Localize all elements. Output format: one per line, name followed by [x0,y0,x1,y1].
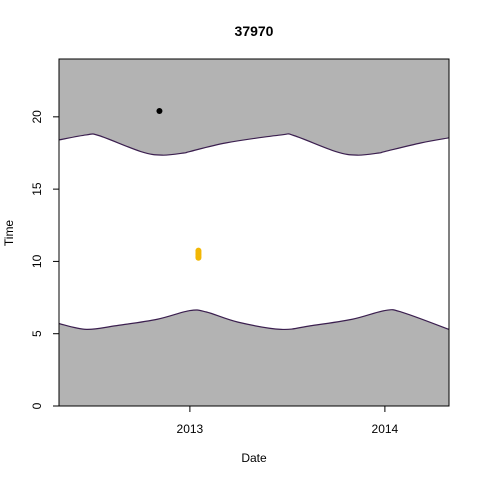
x-tick-label: 2013 [177,422,204,436]
x-tick-label: 2014 [372,422,399,436]
chart-title: 37970 [235,23,274,39]
x-axis-label: Date [241,451,267,465]
y-tick-label: 10 [30,254,44,268]
y-tick-label: 5 [30,330,44,337]
plot-area: 0 5 10 15 20 2013 2014 [30,58,450,436]
night-region-morning [59,309,449,406]
data-point [195,247,202,254]
y-axis-label: Time [2,220,16,247]
night-region-evening [59,59,449,156]
data-point [156,108,163,115]
plot-frame [58,58,450,407]
y-tick-label: 0 [30,402,44,409]
sunset-line [59,133,449,156]
y-tick-label: 20 [30,110,44,124]
y-tick-label: 15 [30,182,44,196]
sunrise-line [59,309,449,331]
